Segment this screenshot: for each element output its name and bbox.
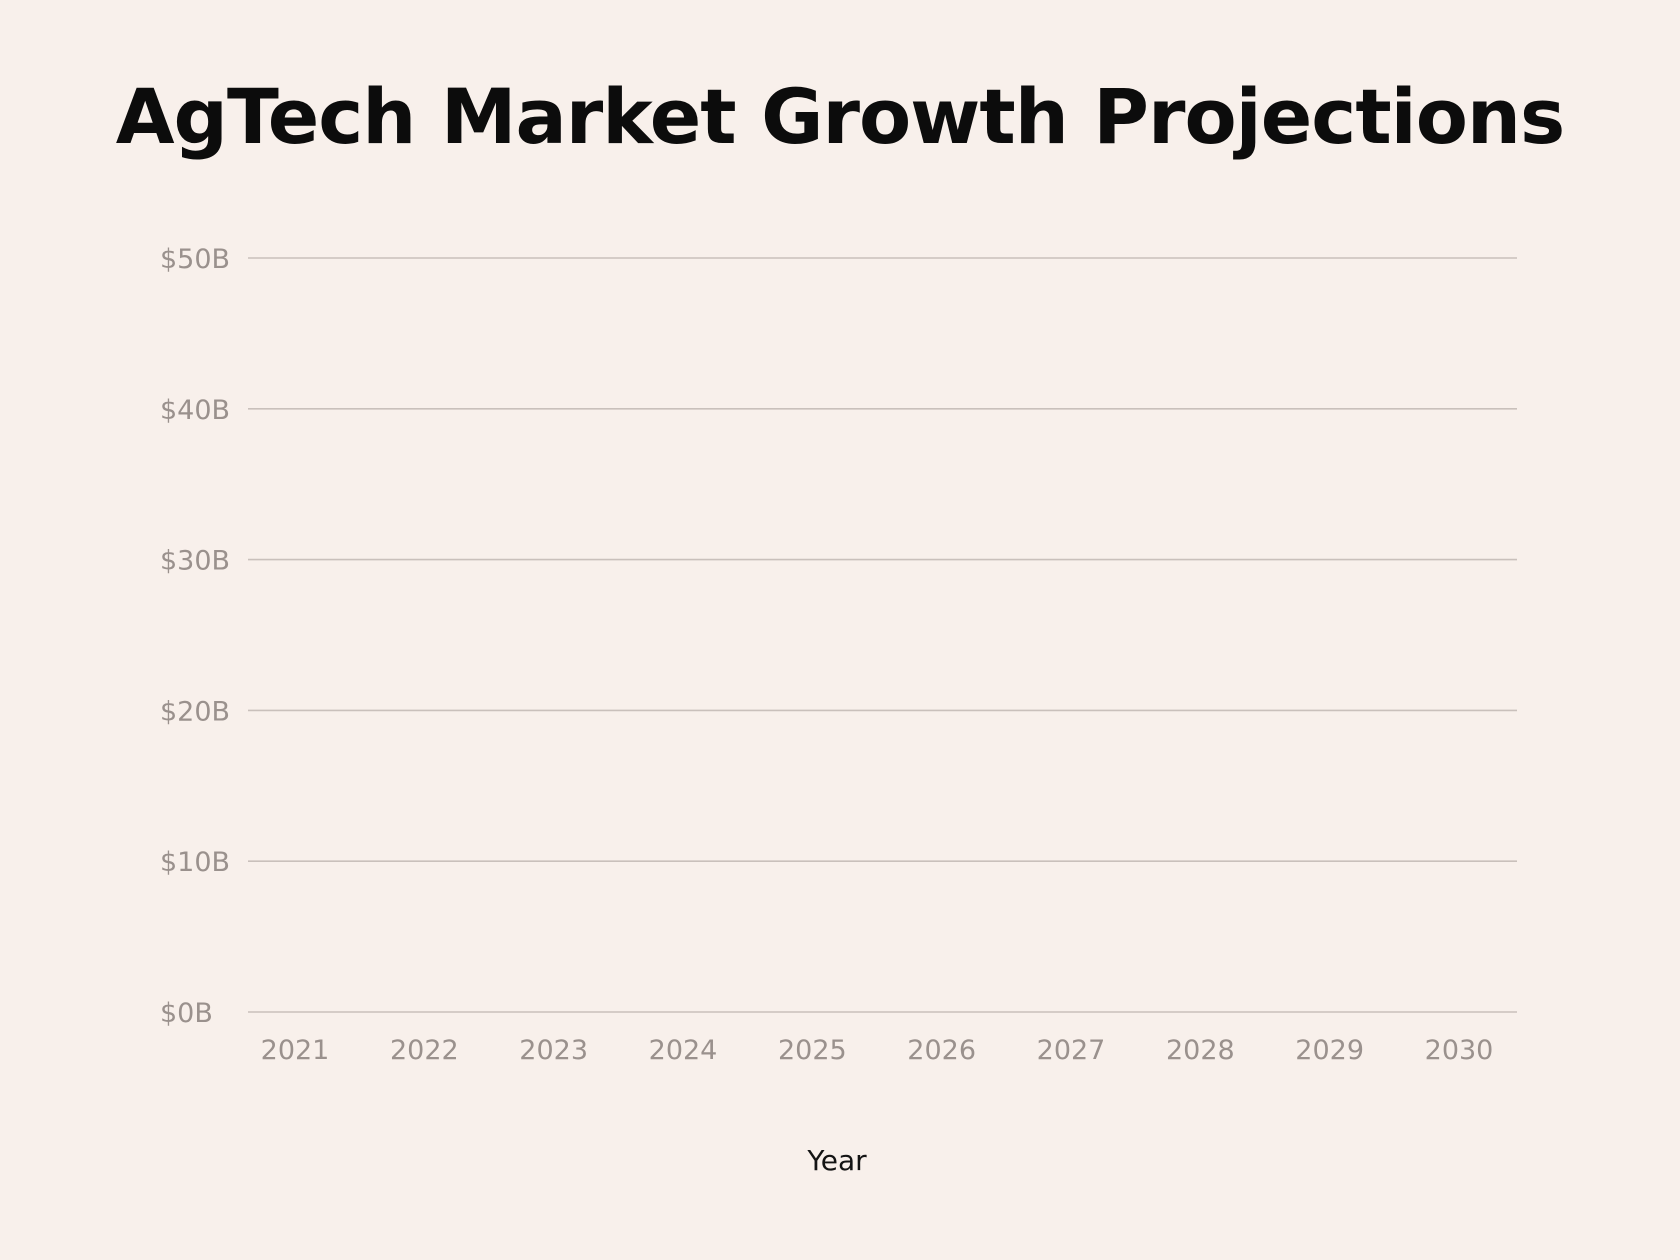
x-axis-ticks: 2021 2022 2023 2024 2025 2026 2027 2028 2029 2030 (261, 1035, 1494, 1066)
y-tick-label: $10B (160, 847, 230, 878)
chart-title: AgTech Market Growth Projections (115, 72, 1566, 161)
x-tick-label: 2024 (649, 1035, 718, 1066)
x-tick-label: 2022 (390, 1035, 459, 1066)
x-axis-title: Year (806, 1144, 867, 1177)
y-tick-label: $0B (160, 998, 213, 1029)
x-tick-label: 2027 (1037, 1035, 1106, 1066)
gridlines (248, 257, 1517, 1013)
y-tick-label: $30B (160, 546, 230, 577)
x-tick-label: 2029 (1295, 1035, 1364, 1066)
x-tick-label: 2025 (778, 1035, 847, 1066)
x-tick-label: 2023 (519, 1035, 588, 1066)
x-tick-label: 2026 (907, 1035, 976, 1066)
y-axis-ticks: $0B $10B $20B $30B $40B $50B (160, 244, 230, 1029)
y-tick-label: $20B (160, 696, 230, 727)
x-tick-label: 2021 (261, 1035, 330, 1066)
x-tick-label: 2030 (1425, 1035, 1494, 1066)
x-tick-label: 2028 (1166, 1035, 1235, 1066)
y-tick-label: $40B (160, 395, 230, 426)
y-tick-label: $50B (160, 244, 230, 275)
